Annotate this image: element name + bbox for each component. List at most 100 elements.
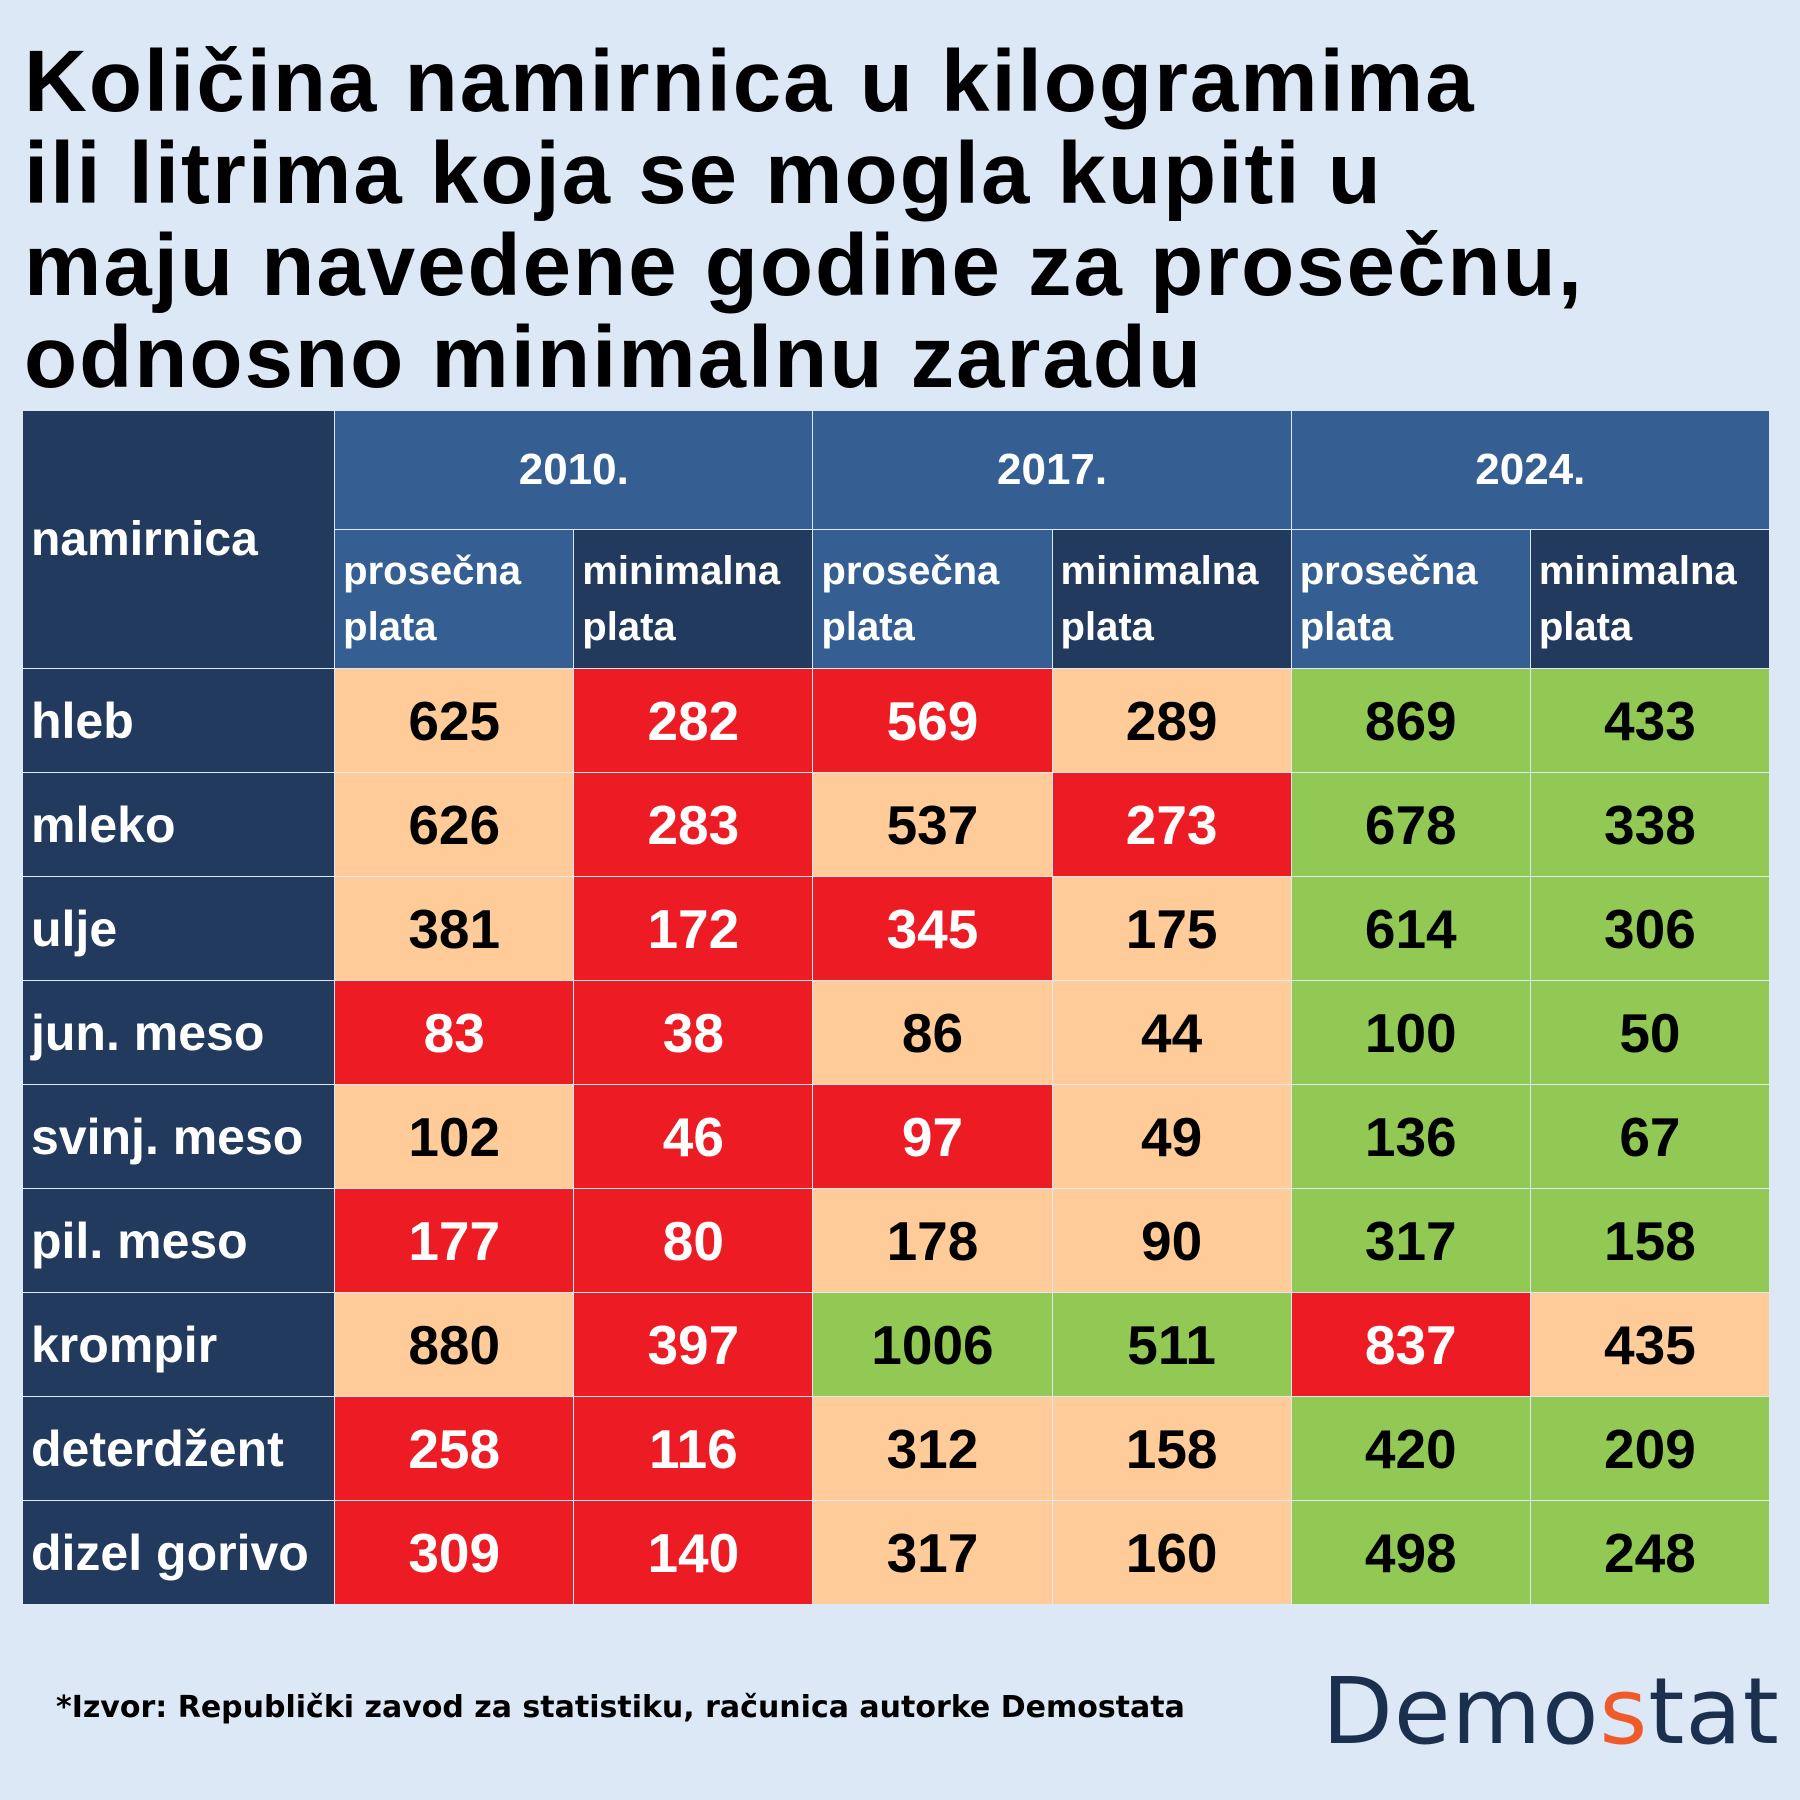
value-cell: 160: [1051, 1500, 1292, 1605]
header-label: plata: [1538, 605, 1633, 649]
value-cell: 83: [334, 980, 575, 1085]
value-cell: 38: [573, 980, 814, 1085]
header-label: minimalna: [1060, 549, 1259, 593]
logo-accent: s: [1599, 1658, 1649, 1765]
logo-text: Demo: [1322, 1658, 1600, 1765]
table-body: hleb 625 282 569 289 869 433 mleko 626 283 537 273 6…: [21, 668, 1771, 1605]
title-line: odnosno minimalnu zaradu: [24, 309, 1204, 406]
value-cell: 177: [334, 1188, 575, 1293]
row-label: dizel gorivo: [21, 1500, 336, 1605]
value-cell: 317: [1290, 1188, 1531, 1293]
header-year-2017: 2017.: [812, 410, 1292, 530]
value-cell: 273: [1051, 772, 1292, 877]
table-row: pil. meso 177 80 178 90 317 158: [21, 1188, 1771, 1293]
value-cell: 49: [1051, 1084, 1292, 1189]
value-cell: 433: [1529, 668, 1771, 773]
row-label: deterdžent: [21, 1396, 336, 1501]
row-label: svinj. meso: [21, 1084, 336, 1189]
header-minimalna-plata: minimalna plata: [573, 529, 814, 669]
header-label: plata: [343, 605, 437, 649]
value-cell: 100: [1290, 980, 1531, 1085]
chart-title: Količina namirnica u kilogramima ili lit…: [24, 36, 1764, 404]
header-label: prosečna: [1299, 549, 1478, 593]
header-label: minimalna: [1538, 549, 1737, 593]
value-cell: 1006: [812, 1292, 1053, 1397]
value-cell: 80: [573, 1188, 814, 1293]
value-cell: 46: [573, 1084, 814, 1189]
header-namirnica: namirnica: [21, 410, 336, 669]
source-note: *Izvor: Republički zavod za statistiku, …: [56, 1690, 1185, 1725]
header-minimalna-plata: minimalna plata: [1529, 529, 1771, 669]
value-cell: 498: [1290, 1500, 1531, 1605]
value-cell: 345: [812, 876, 1053, 981]
value-cell: 397: [573, 1292, 814, 1397]
value-cell: 435: [1529, 1292, 1771, 1397]
title-line: Količina namirnica u kilogramima: [24, 33, 1476, 130]
header-label: minimalna: [582, 549, 781, 593]
header-label: plata: [821, 605, 915, 649]
value-cell: 102: [334, 1084, 575, 1189]
value-cell: 309: [334, 1500, 575, 1605]
header-label: plata: [1299, 605, 1394, 649]
value-cell: 625: [334, 668, 575, 773]
table-row: mleko 626 283 537 273 678 338: [21, 772, 1771, 877]
value-cell: 97: [812, 1084, 1053, 1189]
header-label: prosečna: [821, 549, 1000, 593]
demostat-logo: Demostat: [1322, 1662, 1780, 1762]
data-table: namirnica 2010. 2017. 2024. prosečna plat…: [21, 410, 1771, 1605]
header-prosecna-plata: prosečna plata: [334, 529, 575, 669]
value-cell: 282: [573, 668, 814, 773]
header-prosecna-plata: prosečna plata: [1290, 529, 1531, 669]
row-label: mleko: [21, 772, 336, 877]
value-cell: 289: [1051, 668, 1292, 773]
value-cell: 420: [1290, 1396, 1531, 1501]
table-row: dizel gorivo 309 140 317 160 498 248: [21, 1500, 1771, 1605]
header-minimalna-plata: minimalna plata: [1051, 529, 1292, 669]
value-cell: 338: [1529, 772, 1771, 877]
value-cell: 50: [1529, 980, 1771, 1085]
table-row: deterdžent 258 116 312 158 420 209: [21, 1396, 1771, 1501]
value-cell: 248: [1529, 1500, 1771, 1605]
value-cell: 90: [1051, 1188, 1292, 1293]
header-year-2024: 2024.: [1290, 410, 1771, 530]
value-cell: 178: [812, 1188, 1053, 1293]
value-cell: 537: [812, 772, 1053, 877]
row-label: krompir: [21, 1292, 336, 1397]
logo-text: tat: [1648, 1658, 1780, 1765]
value-cell: 306: [1529, 876, 1771, 981]
value-cell: 626: [334, 772, 575, 877]
value-cell: 116: [573, 1396, 814, 1501]
value-cell: 678: [1290, 772, 1531, 877]
value-cell: 880: [334, 1292, 575, 1397]
table-row: hleb 625 282 569 289 869 433: [21, 668, 1771, 773]
value-cell: 569: [812, 668, 1053, 773]
row-label: hleb: [21, 668, 336, 773]
value-cell: 67: [1529, 1084, 1771, 1189]
header-year-2010: 2010.: [334, 410, 814, 530]
value-cell: 86: [812, 980, 1053, 1085]
value-cell: 158: [1051, 1396, 1292, 1501]
header-label: prosečna: [343, 549, 522, 593]
table-row: svinj. meso 102 46 97 49 136 67: [21, 1084, 1771, 1189]
value-cell: 172: [573, 876, 814, 981]
value-cell: 381: [334, 876, 575, 981]
table-row: ulje 381 172 345 175 614 306: [21, 876, 1771, 981]
value-cell: 837: [1290, 1292, 1531, 1397]
title-line: ili litrima koja se mogla kupiti u: [24, 125, 1383, 222]
value-cell: 511: [1051, 1292, 1292, 1397]
value-cell: 283: [573, 772, 814, 877]
value-cell: 258: [334, 1396, 575, 1501]
value-cell: 136: [1290, 1084, 1531, 1189]
value-cell: 869: [1290, 668, 1531, 773]
row-label: jun. meso: [21, 980, 336, 1085]
table-row: krompir 880 397 1006 511 837 435: [21, 1292, 1771, 1397]
value-cell: 44: [1051, 980, 1292, 1085]
header-prosecna-plata: prosečna plata: [812, 529, 1053, 669]
value-cell: 140: [573, 1500, 814, 1605]
value-cell: 317: [812, 1500, 1053, 1605]
value-cell: 614: [1290, 876, 1531, 981]
row-label: ulje: [21, 876, 336, 981]
header-label: plata: [1060, 605, 1154, 649]
value-cell: 175: [1051, 876, 1292, 981]
header-label: plata: [582, 605, 676, 649]
